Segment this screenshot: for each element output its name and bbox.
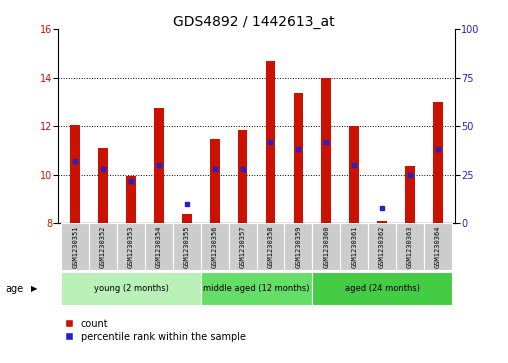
Bar [284,223,312,270]
Text: middle aged (12 months): middle aged (12 months) [203,284,310,293]
Text: GDS4892 / 1442613_at: GDS4892 / 1442613_at [173,15,335,29]
Bar [201,223,229,270]
Bar [238,130,247,223]
Text: GSM1230363: GSM1230363 [407,225,413,268]
Text: GSM1230357: GSM1230357 [240,225,245,268]
Bar [322,78,331,223]
Bar [182,213,192,223]
Bar [294,93,303,223]
Bar [145,223,173,270]
Text: GSM1230354: GSM1230354 [156,225,162,268]
Bar [350,126,359,223]
Text: young (2 months): young (2 months) [93,284,169,293]
Bar [61,272,201,305]
Bar [266,61,275,223]
Text: GSM1230364: GSM1230364 [435,225,441,268]
Bar [98,148,108,223]
Bar [340,223,368,270]
Text: GSM1230360: GSM1230360 [323,225,329,268]
Text: ▶: ▶ [30,284,37,293]
Bar [70,125,80,223]
Text: GSM1230358: GSM1230358 [268,225,273,268]
Bar [405,166,415,223]
Text: GSM1230359: GSM1230359 [295,225,301,268]
Text: GSM1230351: GSM1230351 [72,225,78,268]
Bar [396,223,424,270]
Bar [229,223,257,270]
Text: GSM1230353: GSM1230353 [128,225,134,268]
Text: aged (24 months): aged (24 months) [344,284,420,293]
Bar [201,272,312,305]
Bar [89,223,117,270]
Legend: count, percentile rank within the sample: count, percentile rank within the sample [64,317,248,344]
Text: GSM1230362: GSM1230362 [379,225,385,268]
Text: GSM1230361: GSM1230361 [351,225,357,268]
Bar [126,176,136,223]
Bar [433,102,443,223]
Bar [210,139,219,223]
Text: GSM1230356: GSM1230356 [212,225,218,268]
Bar [424,223,452,270]
Bar [312,223,340,270]
Bar [312,272,452,305]
Text: GSM1230355: GSM1230355 [184,225,190,268]
Bar [377,221,387,223]
Bar [173,223,201,270]
Text: GSM1230352: GSM1230352 [100,225,106,268]
Bar [368,223,396,270]
Bar [154,108,164,223]
Text: age: age [5,284,23,294]
Bar [257,223,284,270]
Bar [117,223,145,270]
Bar [61,223,89,270]
